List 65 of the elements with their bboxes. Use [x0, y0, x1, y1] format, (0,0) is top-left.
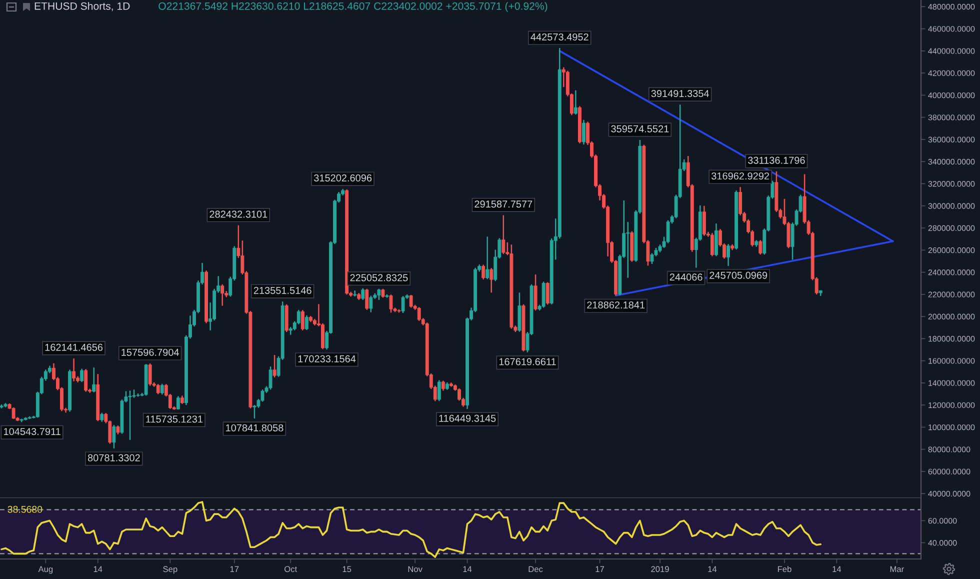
annotation: 157596.7904	[122, 348, 179, 356]
x-tick-label: 14	[708, 566, 717, 572]
annotation: 359574.5521	[611, 125, 669, 132]
annotation: 316962.9292	[712, 172, 770, 180]
annotation: 315202.6096	[314, 174, 372, 182]
annotation: 170233.1564	[298, 355, 356, 362]
y-tick-label: 160000.0000	[928, 358, 975, 364]
chart-title: ETHUSD Shorts, 1D	[34, 2, 130, 12]
annotation: 218862.1841	[587, 301, 645, 309]
y-tick-label: 120000.0000	[928, 402, 975, 408]
x-tick-label: Feb	[778, 566, 792, 572]
y-tick-label: 40000.0000	[928, 490, 970, 497]
annotation: 331136.1796	[748, 156, 805, 164]
y-tick-label: 80000.0000	[928, 446, 970, 452]
x-tick-label: 17	[230, 566, 239, 572]
annotation: 282432.3101	[210, 210, 268, 218]
y-tick-label: 480000.0000	[928, 4, 975, 10]
x-tick-label: Dec	[528, 566, 543, 572]
x-tick-label: 14	[94, 566, 102, 572]
x-tick-label: 14	[832, 566, 842, 572]
y-tick-label: 100000.0000	[928, 424, 975, 430]
x-tick-label: Nov	[408, 566, 422, 572]
y-tick-label: 400000.0000	[928, 92, 975, 98]
annotation: 104543.7911	[4, 428, 60, 436]
y-tick-label: 380000.0000	[928, 114, 975, 120]
annotation: 80781.3302	[88, 454, 140, 462]
y-tick-label: 260000.0000	[928, 247, 975, 254]
x-tick-label: Oct	[284, 566, 298, 572]
annotation: 442573.4952	[530, 33, 588, 41]
x-tick-label: 2019	[651, 566, 669, 572]
annotation: 116449.3145	[439, 414, 496, 422]
annotation: 391491.3354	[651, 90, 709, 98]
x-tick-label: Mar	[890, 566, 904, 572]
annotation: 107841.8058	[226, 424, 284, 432]
y-tick-label: 60.0000	[928, 518, 957, 524]
annotation: 245705.0969	[710, 272, 768, 279]
annotation: 115735.1231	[146, 416, 203, 423]
y-tick-label: 240000.0000	[928, 270, 975, 276]
y-tick-label: 40.0000	[928, 540, 957, 546]
y-tick-label: 340000.0000	[928, 158, 975, 165]
x-tick-label: Aug	[38, 566, 53, 574]
y-tick-label: 300000.0000	[928, 203, 975, 209]
x-tick-label: 17	[596, 566, 604, 572]
x-tick-label: 14	[463, 566, 472, 572]
annotation: 167619.6611	[499, 358, 556, 366]
x-tick-label: 15	[342, 566, 352, 572]
annotation: 225052.8325	[350, 274, 408, 282]
annotation: 291587.7577	[474, 200, 532, 208]
y-tick-label: 60000.0000	[928, 468, 970, 474]
annotation: 213551.5146	[254, 286, 312, 294]
y-tick-label: 460000.0000	[928, 26, 975, 32]
y-tick-label: 320000.0000	[928, 181, 975, 187]
y-tick-label: 180000.0000	[928, 336, 975, 342]
y-tick-label: 200000.0000	[928, 314, 975, 320]
chart-subtitle: O221367.5492 H223630.6210 L218625.4607 C223402.0002 +2035.7071 (+0.92%)	[158, 2, 548, 12]
annotation: 38.5680	[8, 506, 42, 513]
y-tick-label: 440000.0000	[928, 48, 975, 54]
y-tick-label: 220000.0000	[928, 292, 975, 298]
y-tick-label: 420000.0000	[928, 70, 975, 76]
x-tick-label: Sep	[163, 566, 178, 574]
y-tick-label: 280000.0000	[928, 225, 975, 231]
annotation: 162141.4656	[45, 344, 103, 351]
y-tick-label: 360000.0000	[928, 136, 975, 142]
y-tick-label: 140000.0000	[928, 380, 975, 386]
annotation: 244066	[670, 274, 702, 281]
